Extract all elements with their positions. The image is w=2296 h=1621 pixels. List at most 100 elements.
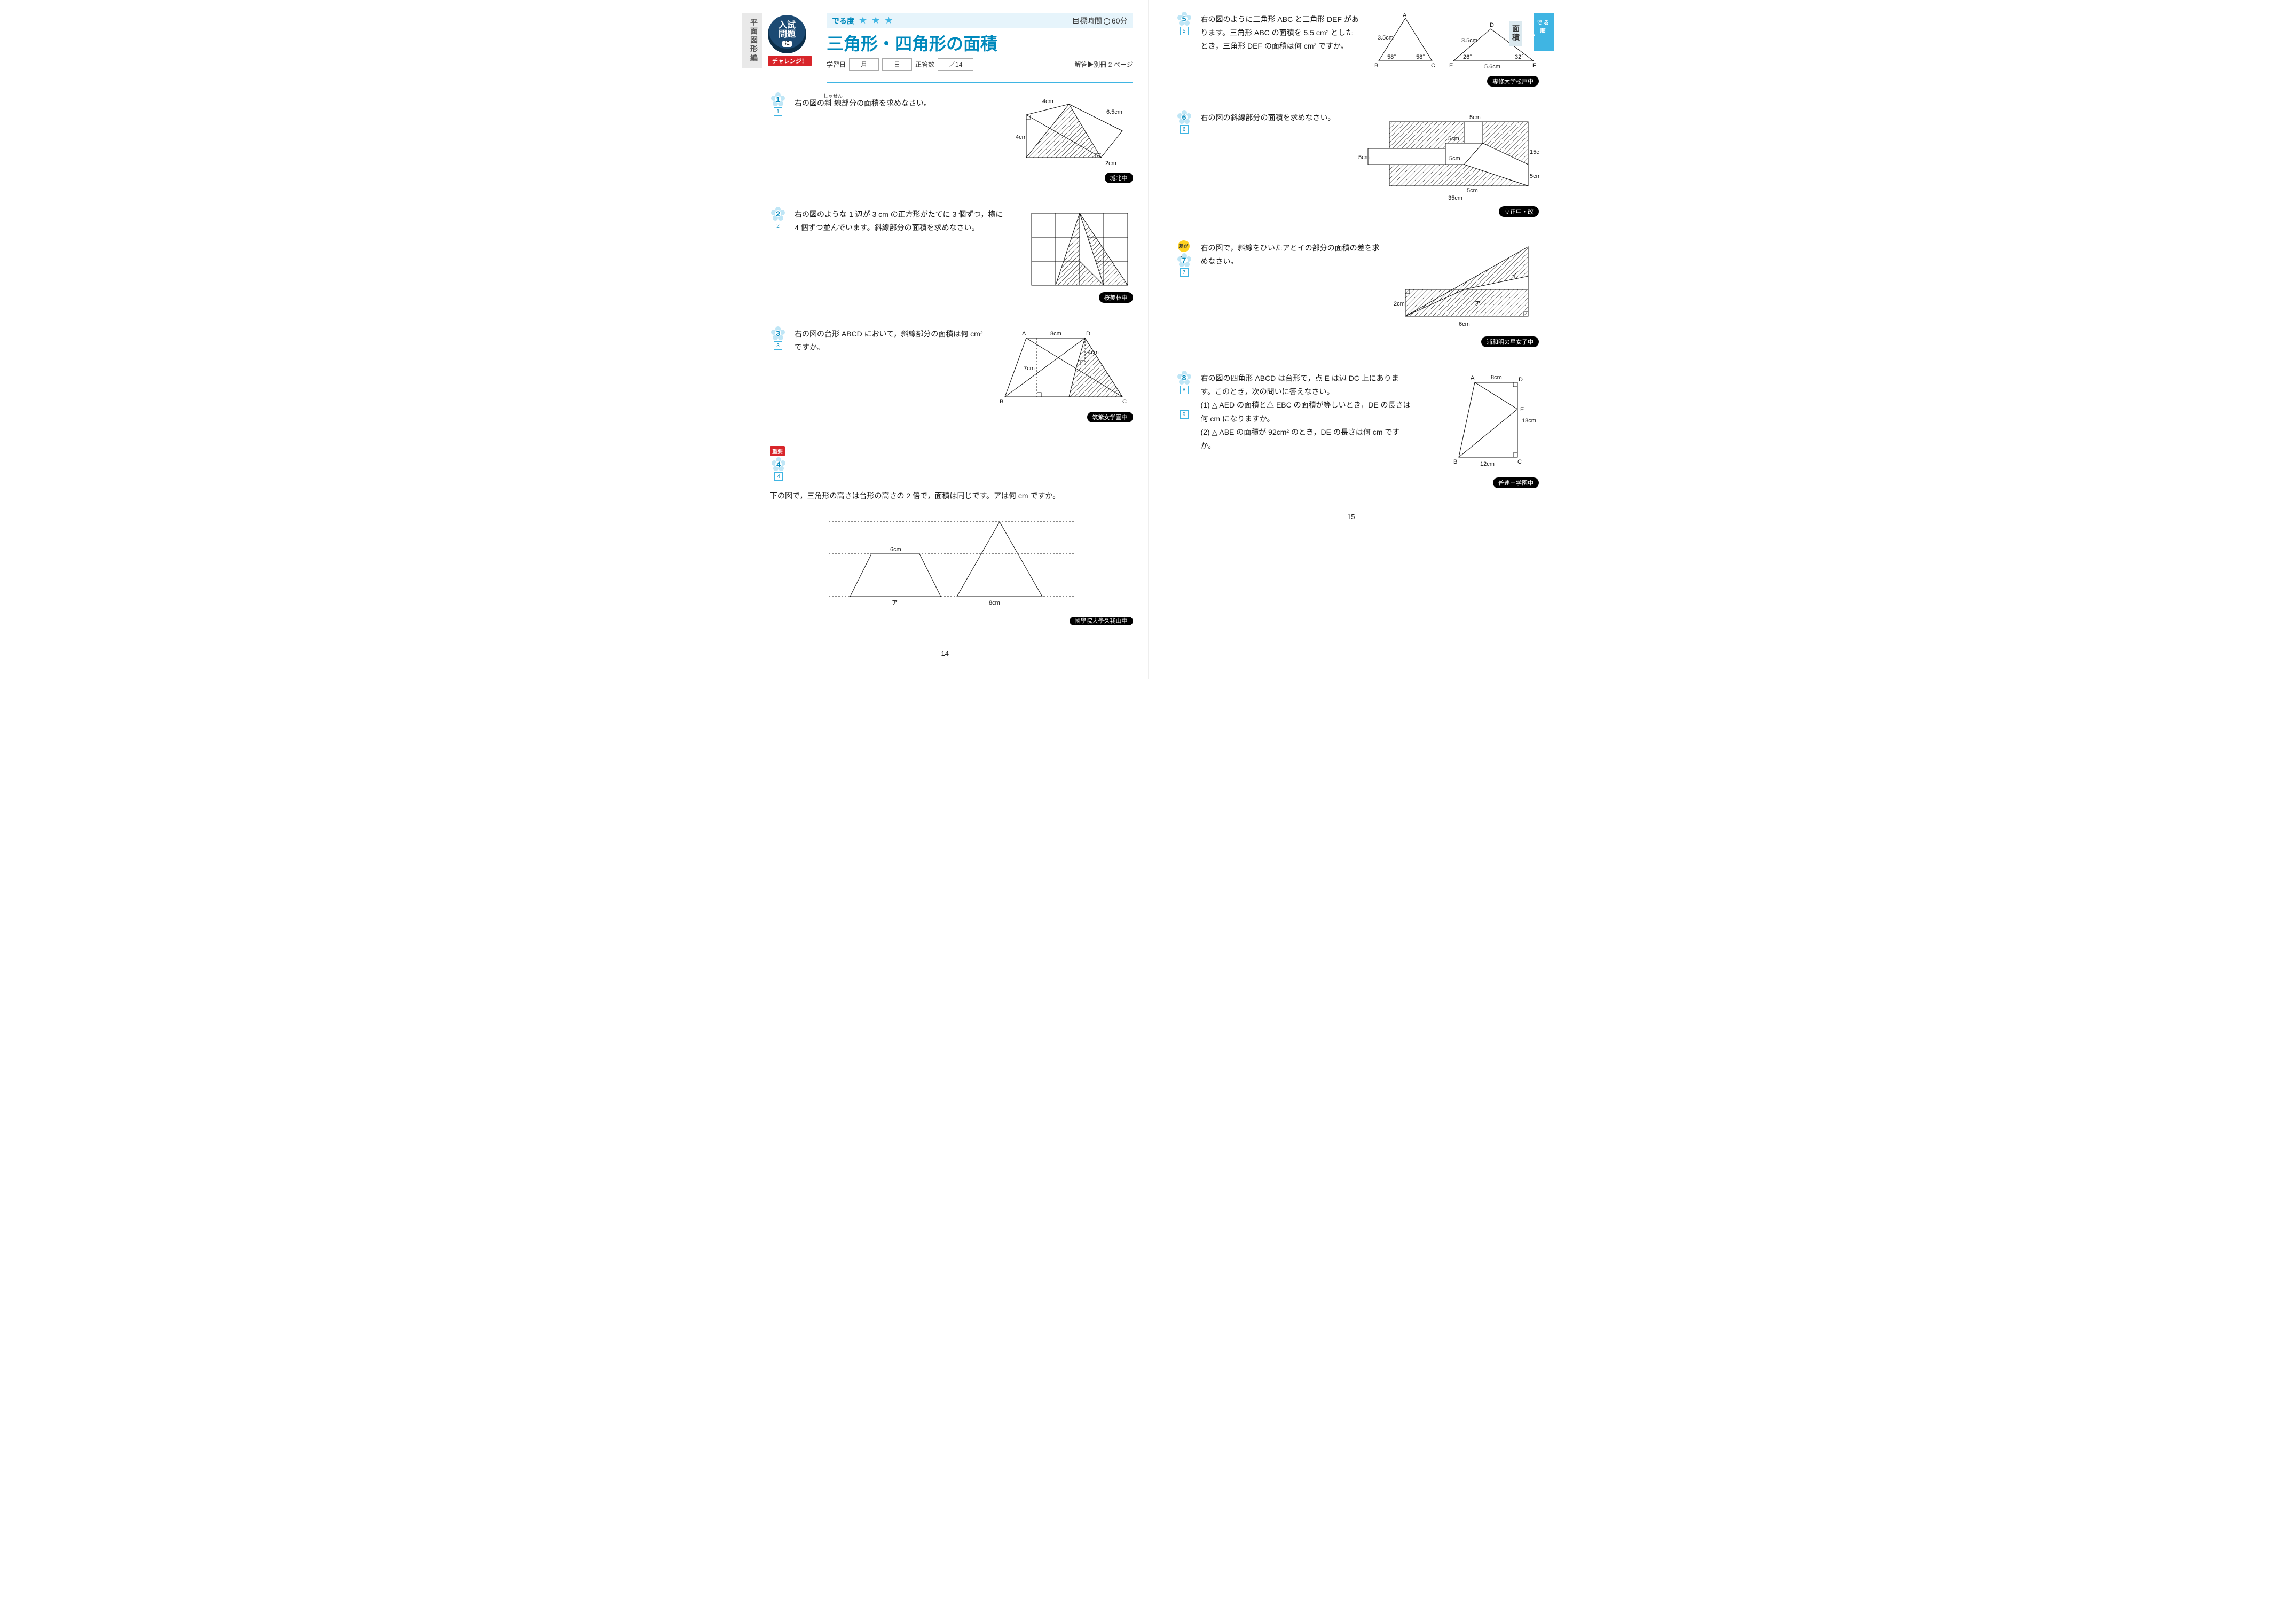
challenge-badge: チャレンジ！ <box>768 56 812 66</box>
figure-6: 5cm 15cm 5cm 5cm 5cm 5cm 5cm 35cm 立正中・改 <box>1357 111 1539 217</box>
svg-text:C: C <box>1431 62 1435 69</box>
svg-text:12cm: 12cm <box>1480 461 1495 467</box>
school-badge: 普連土学園中 <box>1493 477 1539 488</box>
svg-text:4cm: 4cm <box>1016 134 1027 140</box>
svg-text:18cm: 18cm <box>1522 418 1536 424</box>
answer-box-7[interactable]: 7 <box>1180 268 1189 277</box>
answer-note: 解答▶別冊 2 ページ <box>1074 60 1133 69</box>
page-number-right: 15 <box>1163 513 1539 521</box>
answer-box-8[interactable]: 8 <box>1180 386 1189 394</box>
deru-label: でる度 <box>832 15 854 26</box>
page-right: でる順 1 位 面積 5 5 右の図のように三角形 ABC と三角形 DEF が… <box>1149 0 1554 679</box>
flower-icon: 8 <box>1177 371 1191 385</box>
school-badge: 筑紫女学園中 <box>1087 412 1133 422</box>
svg-text:6cm: 6cm <box>1459 321 1470 327</box>
flower-icon: 5 <box>1177 12 1191 26</box>
answer-box-5[interactable]: 5 <box>1180 27 1189 35</box>
svg-text:15cm: 15cm <box>1530 149 1539 155</box>
svg-text:8cm: 8cm <box>1491 374 1502 381</box>
svg-text:3.5cm: 3.5cm <box>1378 35 1394 41</box>
problem-7: 差がつく 7 7 右の図で，斜線をひいたアとイの部分の面積の差を求めなさい。 2… <box>1176 241 1539 347</box>
answer-box-1[interactable]: 1 <box>774 107 782 116</box>
svg-text:6.5cm: 6.5cm <box>1106 109 1122 115</box>
problem-5: 5 5 右の図のように三角形 ABC と三角形 DEF があります。三角形 AB… <box>1176 13 1539 87</box>
svg-text:5cm: 5cm <box>1449 155 1460 162</box>
svg-text:E: E <box>1520 406 1524 413</box>
school-badge: 専修大学松戸中 <box>1487 76 1539 87</box>
answer-box-9[interactable]: 9 <box>1180 410 1189 419</box>
correct-label: 正答数 <box>915 60 934 69</box>
page-number-left: 14 <box>757 649 1133 657</box>
svg-text:35cm: 35cm <box>1448 195 1462 201</box>
svg-text:5.6cm: 5.6cm <box>1484 64 1500 70</box>
figure-4: 6cm ア 8cm <box>770 511 1133 607</box>
spread: 平面図形編 入試 問題 に チャレンジ！ でる度 ★ ★ ★ 目標時間60分 三… <box>742 0 1554 679</box>
svg-text:4cm: 4cm <box>1088 349 1099 356</box>
problem-3: 3 3 右の図の台形 ABCD において，斜線部分の面積は何 cm² ですか。 … <box>770 327 1133 422</box>
problem-7-text: 右の図で，斜線をひいたアとイの部分の面積の差を求めなさい。 <box>1201 241 1381 268</box>
problem-3-text: 右の図の台形 ABCD において，斜線部分の面積は何 cm² ですか。 <box>795 327 986 354</box>
school-badge: 立正中・改 <box>1499 206 1539 217</box>
star-3: ★ <box>884 15 893 26</box>
school-badge: 浦和明の星女子中 <box>1481 336 1539 347</box>
header-rule <box>827 82 1133 83</box>
flower-icon: 7 <box>1177 253 1191 267</box>
svg-text:B: B <box>1453 459 1457 465</box>
svg-text:58°: 58° <box>1387 54 1396 60</box>
page-left: 平面図形編 入試 問題 に チャレンジ！ でる度 ★ ★ ★ 目標時間60分 三… <box>742 0 1149 679</box>
problem-2-text: 右の図のような 1 辺が 3 cm の正方形がたてに 3 個ずつ，横に 4 個ず… <box>795 208 1007 234</box>
figure-2: 桜美林中 <box>1016 208 1133 303</box>
day-cell[interactable]: 日 <box>882 58 912 71</box>
svg-text:A: A <box>1403 13 1407 19</box>
svg-text:ア: ア <box>1475 301 1481 307</box>
svg-text:8cm: 8cm <box>1050 331 1061 337</box>
svg-text:4cm: 4cm <box>1042 98 1053 105</box>
svg-text:B: B <box>1374 62 1378 69</box>
flower-icon: 6 <box>1177 110 1191 124</box>
exam-seal: 入試 問題 に <box>768 15 806 53</box>
correct-cell[interactable]: ／14 <box>938 58 973 71</box>
svg-text:5cm: 5cm <box>1469 114 1481 121</box>
seal-line1: 入試 <box>779 21 796 30</box>
svg-text:32°: 32° <box>1515 54 1524 60</box>
svg-text:8cm: 8cm <box>989 600 1000 606</box>
answer-box-2[interactable]: 2 <box>774 222 782 230</box>
svg-text:26°: 26° <box>1463 54 1472 60</box>
figure-3: A D B C 8cm 4cm 7cm 筑紫女学園中 <box>994 327 1133 422</box>
school-badge: 桜美林中 <box>1099 292 1133 303</box>
svg-text:B: B <box>1000 398 1003 405</box>
problem-2: 2 2 右の図のような 1 辺が 3 cm の正方形がたてに 3 個ずつ，横に … <box>770 208 1133 303</box>
answer-box-4[interactable]: 4 <box>774 472 783 481</box>
svg-text:A: A <box>1022 331 1026 337</box>
answer-box-3[interactable]: 3 <box>774 341 782 350</box>
side-tab-left: 平面図形編 <box>742 13 762 68</box>
target-time: 目標時間60分 <box>1072 15 1128 26</box>
svg-text:7cm: 7cm <box>1024 365 1035 372</box>
svg-text:A: A <box>1471 375 1475 381</box>
svg-text:D: D <box>1519 377 1523 383</box>
svg-text:5cm: 5cm <box>1530 173 1539 179</box>
study-label: 学習日 <box>827 60 846 69</box>
svg-text:E: E <box>1449 62 1453 69</box>
svg-text:ア: ア <box>892 600 898 606</box>
svg-text:C: C <box>1122 398 1127 405</box>
answer-box-6[interactable]: 6 <box>1180 125 1189 134</box>
month-cell[interactable]: 月 <box>849 58 879 71</box>
problem-5-text: 右の図のように三角形 ABC と三角形 DEF があります。三角形 ABC の面… <box>1201 13 1360 53</box>
figure-1: 4cm 6.5cm 4cm 2cm 城北中 <box>1016 93 1133 183</box>
important-badge: 重要 <box>770 446 785 456</box>
svg-text:3.5cm: 3.5cm <box>1461 37 1477 44</box>
problem-6-text: 右の図の斜線部分の面積を求めなさい。 <box>1201 111 1349 124</box>
problem-1: 1 1 右の図の斜線しゃせん部分の面積を求めなさい。 4cm 6.5cm 4cm… <box>770 93 1133 183</box>
svg-text:C: C <box>1517 459 1522 465</box>
svg-text:5cm: 5cm <box>1358 154 1370 161</box>
flower-icon: 2 <box>771 207 785 221</box>
problem-4-text: 下の図で，三角形の高さは台形の高さの 2 倍で，面積は同じです。アは何 cm で… <box>770 489 1133 503</box>
flower-icon: 4 <box>772 457 785 471</box>
svg-text:D: D <box>1086 331 1090 337</box>
svg-text:5cm: 5cm <box>1467 187 1478 194</box>
svg-text:2cm: 2cm <box>1105 160 1116 167</box>
problem-6: 6 6 右の図の斜線部分の面積を求めなさい。 5cm 15cm 5cm 5cm … <box>1176 111 1539 217</box>
meta-row: 学習日 月 日 正答数 ／14 解答▶別冊 2 ページ <box>827 58 1133 71</box>
star-1: ★ <box>859 15 867 26</box>
